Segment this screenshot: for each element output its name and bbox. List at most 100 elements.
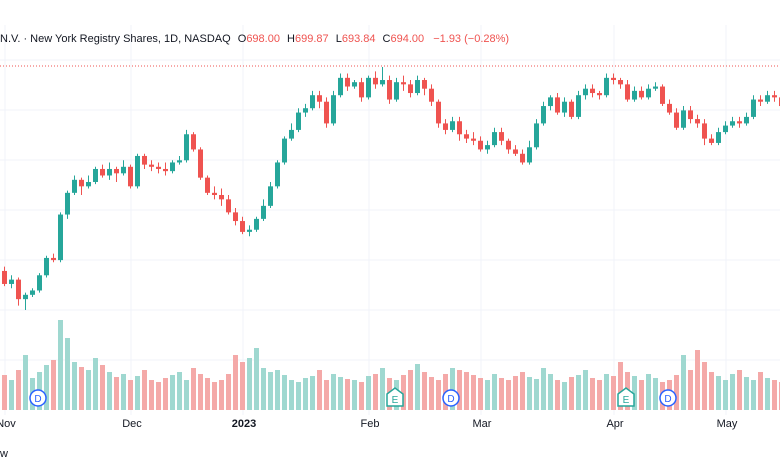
candle-body-72 bbox=[506, 140, 511, 150]
volume-bar-82 bbox=[576, 375, 581, 410]
volume-bar-83 bbox=[583, 370, 588, 410]
candle-body-66 bbox=[464, 134, 469, 139]
candle-body-107 bbox=[751, 99, 756, 117]
volume-bar-6 bbox=[44, 365, 49, 410]
volume-bar-103 bbox=[723, 380, 728, 410]
candle-body-6 bbox=[44, 257, 49, 276]
candlesticks bbox=[2, 67, 780, 310]
candle-body-85 bbox=[597, 93, 602, 96]
volume-bar-58 bbox=[408, 370, 413, 410]
volume-bar-60 bbox=[422, 372, 427, 410]
candle-body-80 bbox=[562, 101, 567, 113]
candle-body-14 bbox=[100, 168, 105, 176]
x-tick-label-0: Nov bbox=[0, 418, 16, 430]
candle-body-13 bbox=[93, 168, 98, 182]
candle-body-3 bbox=[23, 294, 28, 300]
volume-bar-75 bbox=[527, 377, 532, 410]
volume-bar-46 bbox=[324, 380, 329, 410]
candle-body-42 bbox=[296, 112, 301, 130]
candle-body-106 bbox=[744, 116, 749, 124]
volume-bar-96 bbox=[674, 375, 679, 410]
candle-body-48 bbox=[338, 77, 343, 96]
volume-bar-22 bbox=[156, 382, 161, 410]
candle-body-11 bbox=[79, 179, 84, 187]
x-tick-label-5: Apr bbox=[606, 418, 623, 430]
volume-bar-9 bbox=[65, 338, 70, 410]
volume-bar-98 bbox=[688, 370, 693, 410]
earnings-marker-1[interactable] bbox=[386, 387, 404, 407]
candle-body-59 bbox=[415, 80, 420, 94]
volume-bar-107 bbox=[751, 380, 756, 410]
volume-bar-65 bbox=[457, 370, 462, 410]
candle-body-50 bbox=[352, 82, 357, 87]
volume-bar-109 bbox=[765, 378, 770, 410]
candle-body-7 bbox=[51, 257, 56, 261]
candle-body-46 bbox=[324, 101, 329, 124]
volume-bar-57 bbox=[401, 375, 406, 410]
candle-body-73 bbox=[513, 149, 518, 154]
candle-body-68 bbox=[478, 140, 483, 150]
volume-bar-15 bbox=[107, 372, 112, 410]
symbol-description: N.V. · New York Registry Shares, 1D, NAS… bbox=[0, 33, 231, 45]
dividend-marker-4[interactable] bbox=[659, 389, 677, 407]
volume-bar-102 bbox=[716, 376, 721, 410]
volume-bar-18 bbox=[128, 380, 133, 410]
volume-bar-43 bbox=[303, 378, 308, 410]
candle-body-30 bbox=[212, 192, 217, 196]
candle-body-16 bbox=[114, 168, 119, 174]
dividend-marker-0[interactable] bbox=[29, 389, 47, 407]
candle-body-15 bbox=[107, 168, 112, 176]
candle-body-31 bbox=[219, 195, 224, 200]
volume-bar-33 bbox=[233, 355, 238, 410]
earnings-marker-label-1: E bbox=[392, 395, 399, 406]
volume-bar-19 bbox=[135, 376, 140, 410]
earnings-marker-3[interactable] bbox=[617, 387, 635, 407]
volume-bar-105 bbox=[737, 370, 742, 410]
candle-body-82 bbox=[576, 95, 581, 117]
low-value: 693.84 bbox=[341, 33, 376, 45]
candle-body-67 bbox=[471, 138, 476, 141]
volume-bar-59 bbox=[415, 364, 420, 410]
candle-body-56 bbox=[394, 82, 399, 100]
volume-bar-85 bbox=[597, 380, 602, 410]
volume-bar-70 bbox=[492, 374, 497, 410]
volume-bar-76 bbox=[534, 379, 539, 410]
candle-body-94 bbox=[660, 86, 665, 104]
candle-body-89 bbox=[625, 84, 630, 100]
volume-bar-8 bbox=[58, 320, 63, 410]
candle-body-43 bbox=[303, 108, 308, 113]
candle-body-79 bbox=[555, 97, 560, 113]
candle-body-21 bbox=[149, 164, 154, 167]
candle-body-17 bbox=[121, 166, 126, 174]
candle-body-5 bbox=[37, 275, 42, 291]
candle-body-70 bbox=[492, 132, 497, 146]
volume-bar-40 bbox=[282, 375, 287, 410]
candle-body-40 bbox=[282, 138, 287, 163]
volume-bar-10 bbox=[72, 362, 77, 410]
x-tick-label-4: Mar bbox=[473, 418, 492, 430]
candle-body-95 bbox=[667, 103, 672, 113]
volume-bar-88 bbox=[618, 362, 623, 410]
volume-bar-77 bbox=[541, 368, 546, 410]
candle-body-91 bbox=[639, 90, 644, 98]
change-value: −1.93 (−0.28%) bbox=[433, 33, 510, 45]
volume-bar-44 bbox=[310, 376, 315, 410]
volume-bar-80 bbox=[562, 382, 567, 410]
volume-bar-50 bbox=[352, 380, 357, 410]
earnings-marker-label-3: E bbox=[623, 395, 630, 406]
volume-bar-12 bbox=[86, 370, 91, 410]
candle-body-110 bbox=[772, 95, 777, 98]
volume-bar-14 bbox=[100, 365, 105, 410]
dividend-marker-2[interactable] bbox=[442, 389, 460, 407]
volume-bar-47 bbox=[331, 374, 336, 410]
footer-text: w bbox=[0, 448, 8, 460]
candle-body-87 bbox=[611, 77, 616, 81]
volume-bar-13 bbox=[93, 358, 98, 410]
close-value: 694.00 bbox=[390, 33, 425, 45]
volume-bar-17 bbox=[121, 374, 126, 410]
volume-bar-93 bbox=[653, 378, 658, 410]
volume-bar-31 bbox=[219, 380, 224, 410]
candle-body-28 bbox=[198, 149, 203, 178]
